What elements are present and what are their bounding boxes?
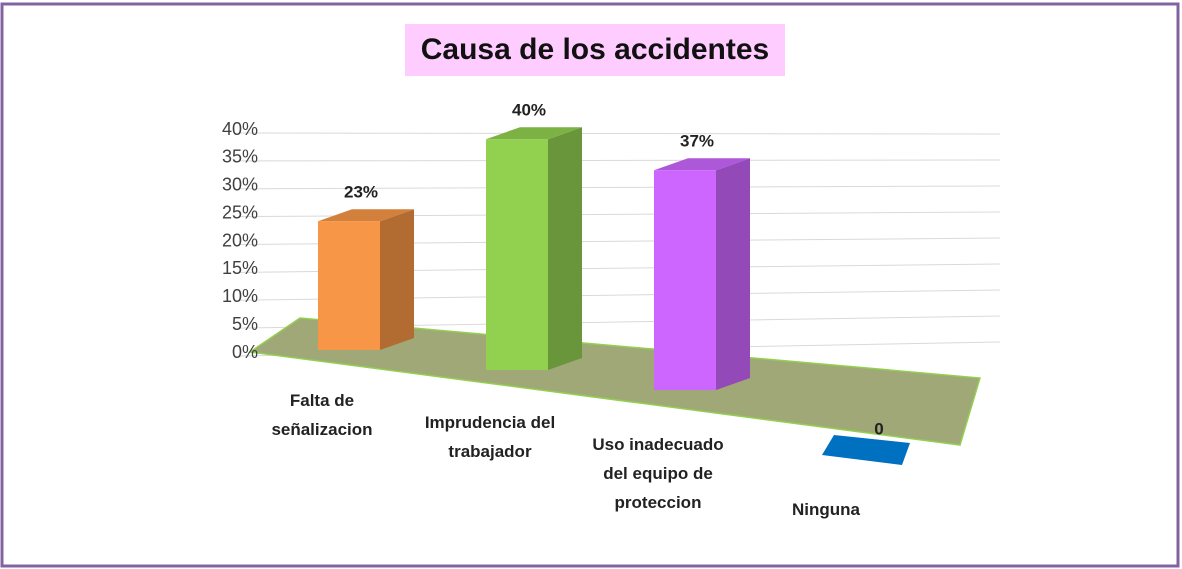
bar-top [654,158,750,171]
value-label: 37% [680,132,714,151]
x-tick-label: Falta de señalizacion [271,391,372,439]
bar [318,221,380,350]
grid-line [237,159,1001,162]
bar-side [380,209,414,350]
y-tick-label: 10% [222,286,258,306]
bar [822,435,910,465]
y-tick-label: 35% [222,147,258,167]
bar-top [318,209,414,222]
bar-side [716,158,750,390]
chart-title: Causa de los accidentes [421,33,770,66]
y-tick-label: 0% [232,342,258,362]
value-label: 23% [344,183,378,202]
grid-line [237,132,1001,135]
bar [486,139,548,370]
y-tick-label: 5% [232,314,258,334]
y-tick-label: 15% [222,258,258,278]
y-tick-label: 25% [222,202,258,222]
x-tick-label: Imprudencia del trabajador [425,413,555,461]
y-tick-label: 30% [222,175,258,195]
bar [654,170,716,390]
bar-top [486,127,582,140]
value-label: 0 [874,419,883,438]
x-tick-label: Uso inadecuado del equipo de proteccion [592,435,723,512]
grid-line [237,185,1001,190]
x-tick-label: Ninguna [792,500,861,519]
title-box [405,24,785,76]
value-label: 40% [512,101,546,120]
y-tick-label: 40% [222,119,258,139]
floor [247,317,981,446]
y-tick-label: 20% [222,230,258,250]
bar-side [548,127,582,370]
